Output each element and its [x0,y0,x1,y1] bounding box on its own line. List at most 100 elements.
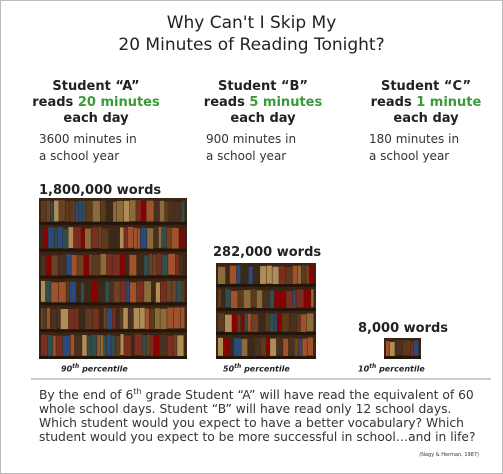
shelf-part [101,335,104,356]
shelf-part [281,291,285,309]
shelf-part [267,266,272,284]
shelf-part [102,229,109,250]
word-count: 1,800,000 words [39,183,161,198]
shelf-part [97,335,100,356]
shelf-part [58,227,63,248]
shelf-part [137,281,144,302]
summary-text: By the end of 6 [39,388,133,402]
shelf-part [395,340,402,355]
shelf-part [181,201,184,222]
shelf-part [162,227,166,248]
shelf-part [92,255,99,276]
year-minutes: a school year [178,148,348,165]
shelf-part [120,334,123,355]
shelf-part [147,335,150,356]
shelf-part [144,255,149,276]
shelf-part [107,308,112,329]
shelf-part [216,284,316,287]
shelf-part [84,255,89,276]
reads-line: reads 20 minutes [11,95,181,111]
shelf-part [160,335,167,356]
shelf-part [181,307,185,328]
summary-sup: th [133,387,141,396]
shelf-part [241,265,248,283]
shelf-part [216,332,316,335]
shelf-part [277,337,283,355]
shelf-part [63,229,68,250]
minutes: 20 minutes [78,95,160,110]
shelf-part [167,308,173,329]
shelf-part [293,290,296,308]
shelf-part [69,309,74,330]
shelf-part [154,201,159,222]
shelf-part [289,313,296,331]
shelf-part [75,336,82,357]
title-line: Why Can't I Skip My [1,13,502,33]
shelf-part [152,281,156,302]
shelf-part [55,228,58,249]
shelf-part [143,335,147,356]
shelf-part [39,222,187,225]
shelf-part [116,201,123,222]
shelf-part [39,276,187,279]
shelf-part [124,227,127,248]
shelf-part [255,338,260,356]
shelf-part [130,200,136,221]
shelf-part [176,281,181,302]
shelf-part [100,254,106,275]
shelf-part [58,255,65,276]
shelf-part [169,202,173,223]
shelf-part [82,201,85,222]
shelf-part [272,267,278,285]
shelf-part [218,313,224,331]
shelf-part [89,254,92,275]
student-name: Student “A” [11,79,181,95]
shelf-part [176,254,180,275]
shelf-part [270,290,274,308]
shelf-part [129,255,136,276]
shelf-part [41,308,44,329]
shelf-part [218,289,221,307]
shelf-part [79,201,82,222]
shelf-part [160,309,166,330]
shelf-part [106,201,112,222]
shelf-part [77,255,83,276]
shelf-part [259,314,265,332]
bookshelf-b [216,263,316,359]
shelf-part [225,289,230,307]
shelf-part [70,282,76,303]
shelf-part [218,267,225,285]
student-name: Student “B” [178,79,348,95]
reads: reads [32,95,73,110]
citation: (Nagy & Herman, 1987) [419,448,479,462]
shelf-part [293,266,298,284]
shelf-part [46,255,51,276]
shelf-part [154,227,158,248]
shelf-part [68,227,73,248]
shelf-part [48,227,54,248]
shelf-part [237,266,241,284]
year-minutes: 3600 minutes in [11,131,181,148]
shelf-part [75,202,78,223]
shelf-part [183,255,184,276]
shelf-part [159,227,162,248]
shelf-part [277,314,281,332]
shelf-part [218,338,223,356]
shelf-part [104,308,107,329]
shelf-part [296,290,303,308]
shelf-part [48,335,53,356]
shelf-part [124,335,131,356]
shelf-part [307,338,313,356]
shelf-part [269,314,273,332]
shelf-part [251,289,256,307]
shelf-part [311,289,313,307]
shelf-part [266,313,269,331]
shelf-part [231,291,238,309]
shelf-part [74,309,78,330]
shelf-part [153,254,157,275]
shelf-part [91,227,98,248]
shelf-part [310,265,314,283]
shelf-part [253,265,259,283]
shelf-part [411,342,414,357]
